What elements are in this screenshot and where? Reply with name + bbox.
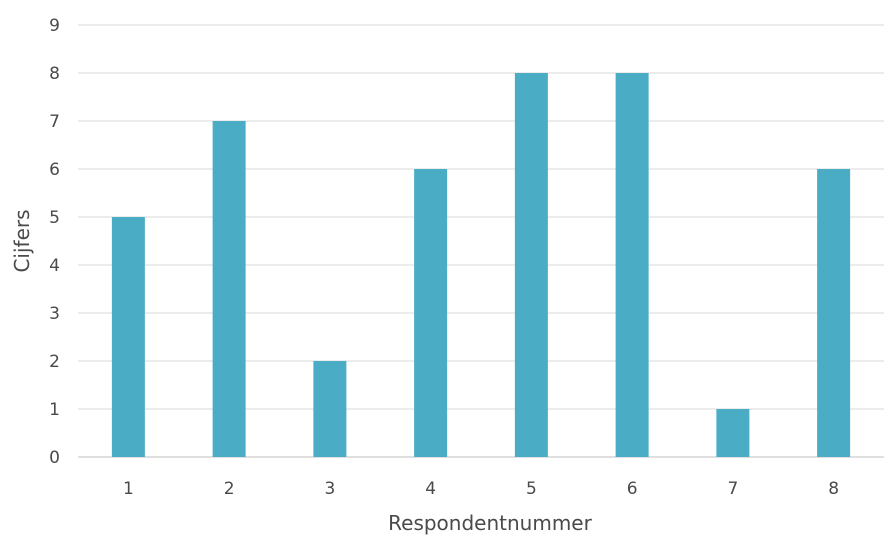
y-tick-label: 9 [49,16,60,36]
x-tick-label: 7 [727,479,738,499]
x-tick-label: 3 [324,479,335,499]
y-tick-label: 3 [49,304,60,324]
y-tick-label: 2 [49,352,60,372]
bar-7 [716,409,750,457]
x-axis-title: Respondentnummer [388,511,592,535]
bars [111,73,851,457]
y-tick-label: 0 [49,448,60,468]
y-tick-label: 4 [49,256,60,276]
bar-8 [817,169,851,457]
bar-3 [313,361,347,457]
y-tick-label: 1 [49,400,60,420]
y-axis-ticks: 0 1 2 3 4 5 6 7 8 9 [49,16,60,468]
bar-4 [414,169,448,457]
x-tick-label: 8 [828,479,839,499]
y-tick-label: 7 [49,112,60,132]
y-axis-title: Cijfers [10,209,34,272]
bar-2 [212,121,246,457]
bar-6 [615,73,649,457]
y-tick-label: 6 [49,160,60,180]
y-tick-label: 8 [49,64,60,84]
gridlines [78,24,884,458]
bar-1 [111,217,145,457]
y-tick-label: 5 [49,208,60,228]
x-tick-label: 5 [526,479,537,499]
bar-5 [514,73,548,457]
x-tick-label: 2 [224,479,235,499]
x-axis-ticks: 1 2 3 4 5 6 7 8 [123,479,839,499]
x-tick-label: 6 [627,479,638,499]
x-tick-label: 4 [425,479,436,499]
x-tick-label: 1 [123,479,134,499]
